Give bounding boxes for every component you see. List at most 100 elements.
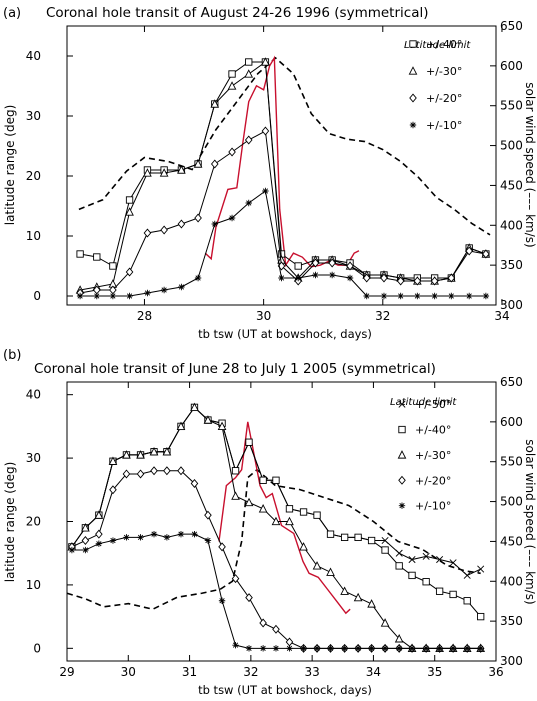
data-point-asterisk <box>380 292 388 300</box>
data-point-diamond <box>150 466 158 476</box>
data-point-triangle <box>217 421 227 431</box>
data-point-diamond <box>362 273 371 283</box>
data-point-triangle <box>227 81 237 90</box>
legend-label: +/-40° <box>415 424 451 437</box>
data-point-asterisk <box>95 540 103 547</box>
data-point-asterisk <box>123 534 130 541</box>
data-point-triangle <box>285 516 294 526</box>
data-point-diamond <box>136 469 145 479</box>
data-point-triangle <box>177 165 186 174</box>
data-point-triangle <box>122 450 131 459</box>
y2-tick-label: 500 <box>500 139 523 153</box>
panel-a-y2label: solar wind speed (––– km/s) <box>523 82 537 247</box>
data-point-asterisk <box>191 530 198 538</box>
y-tick-label: 30 <box>26 109 41 123</box>
data-point-asterisk <box>150 530 158 538</box>
y2-tick-label: 650 <box>500 375 523 389</box>
data-point-asterisk <box>363 292 370 300</box>
data-point-diamond <box>311 258 320 268</box>
data-point-triangle <box>193 159 203 168</box>
y2-tick-label: 650 <box>500 19 523 33</box>
data-point-asterisk <box>144 289 151 297</box>
x-tick-label: 28 <box>137 309 152 323</box>
data-point-cross <box>381 537 389 545</box>
data-point-asterisk <box>414 292 421 300</box>
data-point-asterisk <box>294 274 302 282</box>
y2-tick-label: 300 <box>500 654 523 668</box>
data-point-asterisk <box>194 274 202 282</box>
panel-a-ylabel: latitude range (deg) <box>3 105 17 226</box>
legend-marker-square <box>398 425 406 434</box>
data-point-triangle <box>340 586 349 595</box>
solar-wind-red-line <box>218 421 351 615</box>
data-point-cross <box>422 552 430 560</box>
y2-tick-label: 300 <box>500 298 523 312</box>
y-tick-label: 20 <box>26 169 41 183</box>
data-point-triangle <box>159 168 169 177</box>
data-point-diamond <box>430 276 439 286</box>
data-point-diamond <box>95 529 103 539</box>
data-point-triangle <box>353 592 363 602</box>
data-point-diamond <box>143 228 152 238</box>
solar-wind-dashed-line <box>78 56 491 236</box>
data-point-diamond <box>231 574 240 584</box>
data-point-square <box>477 612 485 621</box>
data-point-asterisk <box>397 292 404 300</box>
data-point-diamond <box>204 510 212 520</box>
data-point-diamond <box>328 258 336 268</box>
data-point-diamond <box>228 147 236 157</box>
y2-tick-label: 550 <box>500 455 523 469</box>
data-point-cross <box>477 565 485 573</box>
data-point-asterisk <box>465 292 473 300</box>
data-point-square <box>435 587 444 595</box>
y2-tick-label: 350 <box>500 614 523 628</box>
data-point-triangle <box>271 516 281 526</box>
panel-a-title: Coronal hole transit of August 24-26 199… <box>46 5 428 21</box>
data-point-diamond <box>272 624 280 634</box>
data-point-asterisk <box>204 537 212 544</box>
data-point-asterisk <box>448 292 455 300</box>
data-point-square <box>285 505 294 513</box>
data-point-diamond <box>413 276 422 286</box>
data-point-triangle <box>380 618 390 627</box>
data-point-asterisk <box>245 645 253 652</box>
y2-tick-label: 450 <box>500 178 523 192</box>
panel-b-y2label: solar wind speed (––– km/s) <box>523 439 537 604</box>
data-point-diamond <box>210 159 219 169</box>
data-point-diamond <box>177 219 186 229</box>
series-triangle <box>67 402 486 652</box>
data-point-asterisk <box>463 645 471 652</box>
legend-marker-asterisk <box>398 502 406 509</box>
data-point-square <box>381 546 389 554</box>
data-point-triangle <box>203 415 213 424</box>
data-point-asterisk <box>368 645 375 652</box>
data-point-square <box>245 58 253 66</box>
data-point-diamond <box>244 135 253 145</box>
data-point-diamond <box>125 267 134 277</box>
data-point-diamond <box>163 466 171 476</box>
data-point-square <box>294 262 302 270</box>
data-point-square <box>109 262 117 270</box>
data-point-diamond <box>190 478 199 488</box>
data-point-square <box>313 511 321 519</box>
legend-label: +/-50° <box>415 398 451 411</box>
data-point-square <box>125 196 134 204</box>
y-tick-label: 40 <box>26 49 41 63</box>
y2-tick-label: 550 <box>500 99 523 113</box>
data-point-diamond <box>177 466 185 476</box>
data-point-square <box>259 476 267 484</box>
panel-b: (b) Coronal hole transit of June 28 to J… <box>3 348 537 697</box>
data-point-diamond <box>259 618 267 628</box>
data-point-triangle <box>108 456 118 465</box>
data-point-asterisk <box>245 199 252 207</box>
panel-b-legend-title: Latitude limit <box>390 397 457 408</box>
legend-label: +/-30° <box>415 449 451 462</box>
data-point-cross <box>395 549 403 557</box>
panel-b-xlabel: tb tsw (UT at bowshock, days) <box>198 683 372 697</box>
y-tick-label: 30 <box>26 451 41 465</box>
data-point-square <box>231 467 240 475</box>
legend-marker-triangle <box>408 66 418 75</box>
data-point-asterisk <box>278 274 285 282</box>
legend-label: +/-20° <box>426 92 462 105</box>
panel-a-xlabel: tb tsw (UT at bowshock, days) <box>198 327 372 341</box>
